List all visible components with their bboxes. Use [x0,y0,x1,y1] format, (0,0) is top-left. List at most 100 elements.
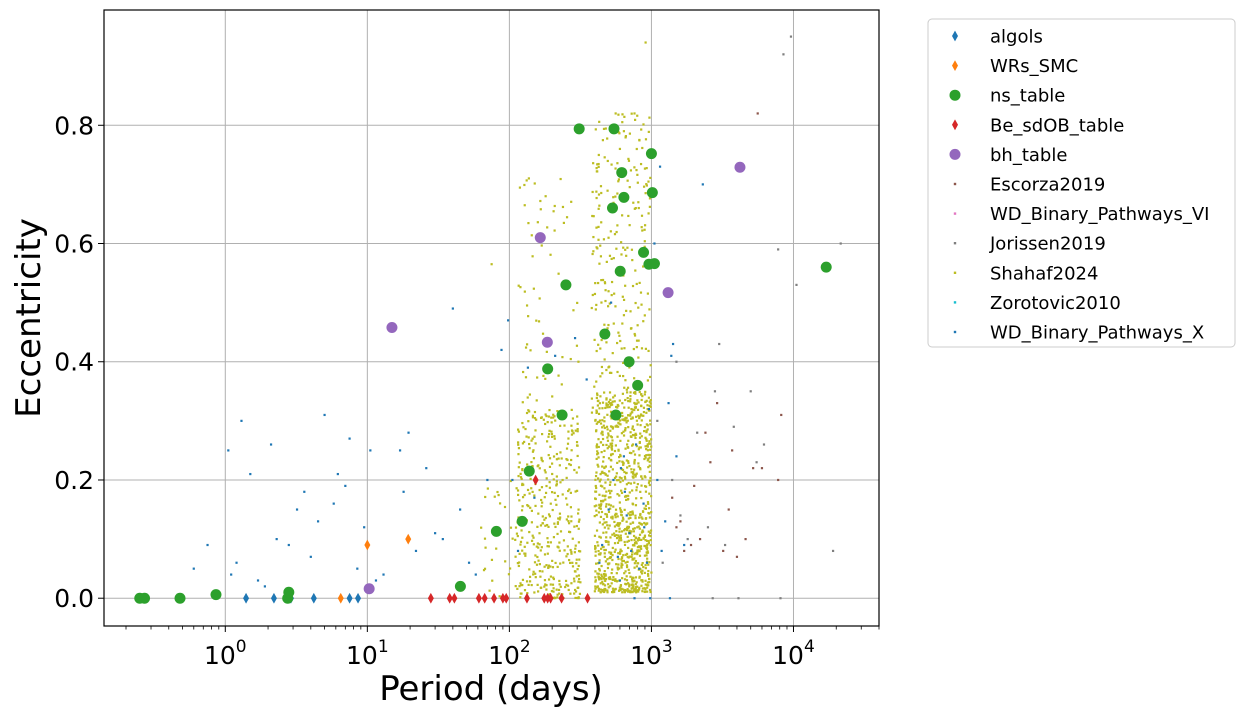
point-shahaf2024 [600,365,604,369]
point-shahaf2024 [618,537,621,540]
point-shahaf2024 [604,560,607,563]
point-shahaf2024 [599,591,602,594]
point-shahaf2024 [648,470,651,473]
point-shahaf2024 [618,552,622,555]
point-shahaf2024 [544,413,547,416]
point-shahaf2024 [645,431,648,434]
point-shahaf2024 [613,233,617,236]
point-shahaf2024 [638,586,641,589]
legend-label: algols [990,27,1043,48]
point-shahaf2024 [605,531,608,534]
point-shahaf2024 [618,419,622,422]
point-shahaf2024 [636,324,639,327]
point-shahaf2024 [633,588,636,591]
point-shahaf2024 [644,390,647,393]
point-shahaf2024 [549,445,552,448]
point-shahaf2024 [546,440,549,443]
point-shahaf2024 [538,543,541,546]
point-wd-binary-pathways-x [628,532,631,535]
point-shahaf2024 [507,573,511,576]
point-shahaf2024 [629,400,632,403]
point-escorza2019 [752,467,755,470]
point-shahaf2024 [571,561,574,564]
point-shahaf2024 [594,576,597,579]
point-shahaf2024 [623,115,626,118]
point-shahaf2024 [540,244,543,247]
point-shahaf2024 [616,403,619,407]
point-shahaf2024 [605,521,608,524]
point-algols [270,592,277,604]
point-shahaf2024 [539,549,542,552]
point-shahaf2024 [480,526,483,529]
point-shahaf2024 [633,590,636,593]
point-shahaf2024 [640,214,644,217]
point-shahaf2024 [624,248,627,251]
point-shahaf2024 [598,120,601,123]
point-shahaf2024 [533,435,536,438]
point-shahaf2024 [611,546,614,550]
point-shahaf2024 [545,484,548,488]
point-wd-binary-pathways-x [374,579,378,582]
point-shahaf2024 [647,539,650,543]
point-shahaf2024 [634,541,637,544]
point-jorissen2019 [656,419,659,422]
point-shahaf2024 [604,299,607,303]
point-shahaf2024 [604,579,607,583]
legend-label: Zorotovic2010 [990,293,1121,314]
point-ns-table [614,265,626,277]
point-shahaf2024 [551,395,554,398]
point-shahaf2024 [621,411,624,415]
point-shahaf2024 [610,571,613,575]
point-shahaf2024 [622,434,626,437]
point-shahaf2024 [630,539,633,542]
point-shahaf2024 [603,358,606,361]
point-shahaf2024 [648,577,651,581]
point-shahaf2024 [592,235,595,239]
point-escorza2019 [698,537,702,541]
point-shahaf2024 [598,578,601,581]
point-shahaf2024 [609,425,613,428]
point-shahaf2024 [558,549,561,552]
point-shahaf2024 [530,583,533,587]
point-shahaf2024 [552,590,555,593]
point-shahaf2024 [527,177,530,180]
point-shahaf2024 [595,509,598,512]
point-shahaf2024 [599,484,603,487]
point-shahaf2024 [634,576,638,579]
point-shahaf2024 [597,165,600,169]
point-shahaf2024 [648,464,651,467]
point-shahaf2024 [630,587,633,590]
point-shahaf2024 [547,578,551,581]
point-shahaf2024 [573,525,576,528]
point-shahaf2024 [605,490,608,493]
point-shahaf2024 [603,526,606,529]
point-shahaf2024 [601,372,604,375]
point-shahaf2024 [601,545,604,549]
point-shahaf2024 [640,128,643,131]
point-shahaf2024 [597,589,600,592]
point-shahaf2024 [595,392,599,395]
point-bh-table [541,336,553,348]
point-shahaf2024 [631,513,634,516]
point-shahaf2024 [634,406,637,410]
x-tick-label: 101 [346,637,389,670]
point-shahaf2024 [609,577,612,581]
point-shahaf2024 [643,507,646,510]
point-shahaf2024 [607,543,610,546]
point-shahaf2024 [620,253,623,256]
point-shahaf2024 [631,258,634,262]
point-shahaf2024 [623,386,626,389]
point-shahaf2024 [534,576,537,579]
point-shahaf2024 [593,515,596,518]
point-shahaf2024 [557,457,560,460]
point-shahaf2024 [534,442,537,445]
point-shahaf2024 [575,575,578,578]
point-shahaf2024 [631,427,634,430]
point-wd-binary-pathways-x [601,543,604,547]
point-shahaf2024 [559,424,562,427]
point-shahaf2024 [543,579,547,582]
point-shahaf2024 [615,534,618,537]
point-shahaf2024 [623,529,626,532]
point-shahaf2024 [523,589,527,592]
point-shahaf2024 [525,435,528,438]
